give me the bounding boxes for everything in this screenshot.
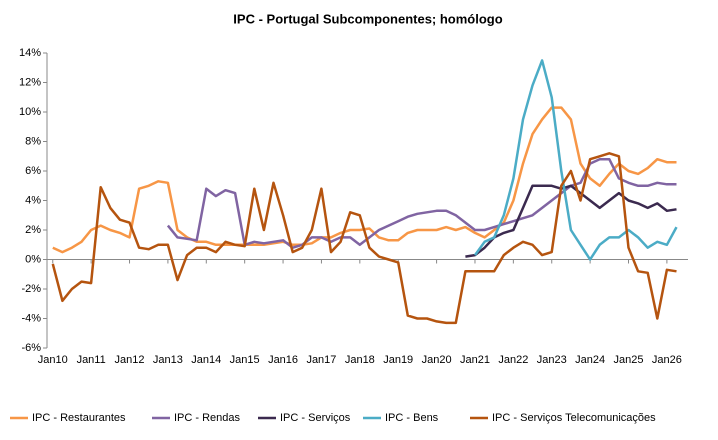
x-tick-label: Jan26 (652, 354, 682, 366)
x-tick-label: Jan20 (422, 354, 452, 366)
y-tick-label: 12% (19, 76, 41, 88)
x-tick-label: Jan14 (191, 354, 221, 366)
x-tick-label: Jan24 (575, 354, 605, 366)
x-tick-label: Jan18 (345, 354, 375, 366)
y-tick-label: 14% (19, 47, 41, 59)
y-tick-label: 6% (25, 165, 41, 177)
y-tick-label: 8% (25, 135, 41, 147)
series-line (51, 152, 677, 325)
series-line (465, 184, 677, 258)
x-tick-label: Jan13 (153, 354, 183, 366)
y-tick-label: 4% (25, 194, 41, 206)
x-tick-label: Jan11 (77, 354, 106, 366)
y-tick-label: -2% (21, 283, 41, 295)
y-tick-label: 10% (19, 106, 41, 118)
x-tick-label: Jan25 (614, 354, 644, 366)
legend-label: IPC - Bens (385, 412, 439, 424)
chart-title: IPC - Portugal Subcomponentes; homólogo (233, 11, 502, 26)
x-tick-label: Jan23 (537, 354, 567, 366)
x-tick-label: Jan15 (230, 354, 260, 366)
y-tick-label: -4% (21, 312, 41, 324)
x-tick-label: Jan19 (383, 354, 413, 366)
x-tick-label: Jan21 (460, 354, 490, 366)
series-line (473, 59, 678, 261)
legend-label: IPC - Rendas (174, 412, 241, 424)
x-tick-label: Jan16 (268, 354, 298, 366)
x-tick-label: Jan22 (498, 354, 528, 366)
x-tick-label: Jan12 (115, 354, 145, 366)
y-tick-label: 0% (25, 253, 41, 265)
legend-label: IPC - Serviços (280, 412, 351, 424)
x-tick-label: Jan17 (306, 354, 336, 366)
y-tick-label: -6% (21, 342, 41, 354)
legend-label: IPC - Serviços Telecomunicações (492, 412, 656, 424)
series-line (166, 157, 677, 249)
y-tick-label: 2% (25, 224, 41, 236)
x-tick-label: Jan10 (38, 354, 68, 366)
legend-label: IPC - Restaurantes (32, 412, 126, 424)
